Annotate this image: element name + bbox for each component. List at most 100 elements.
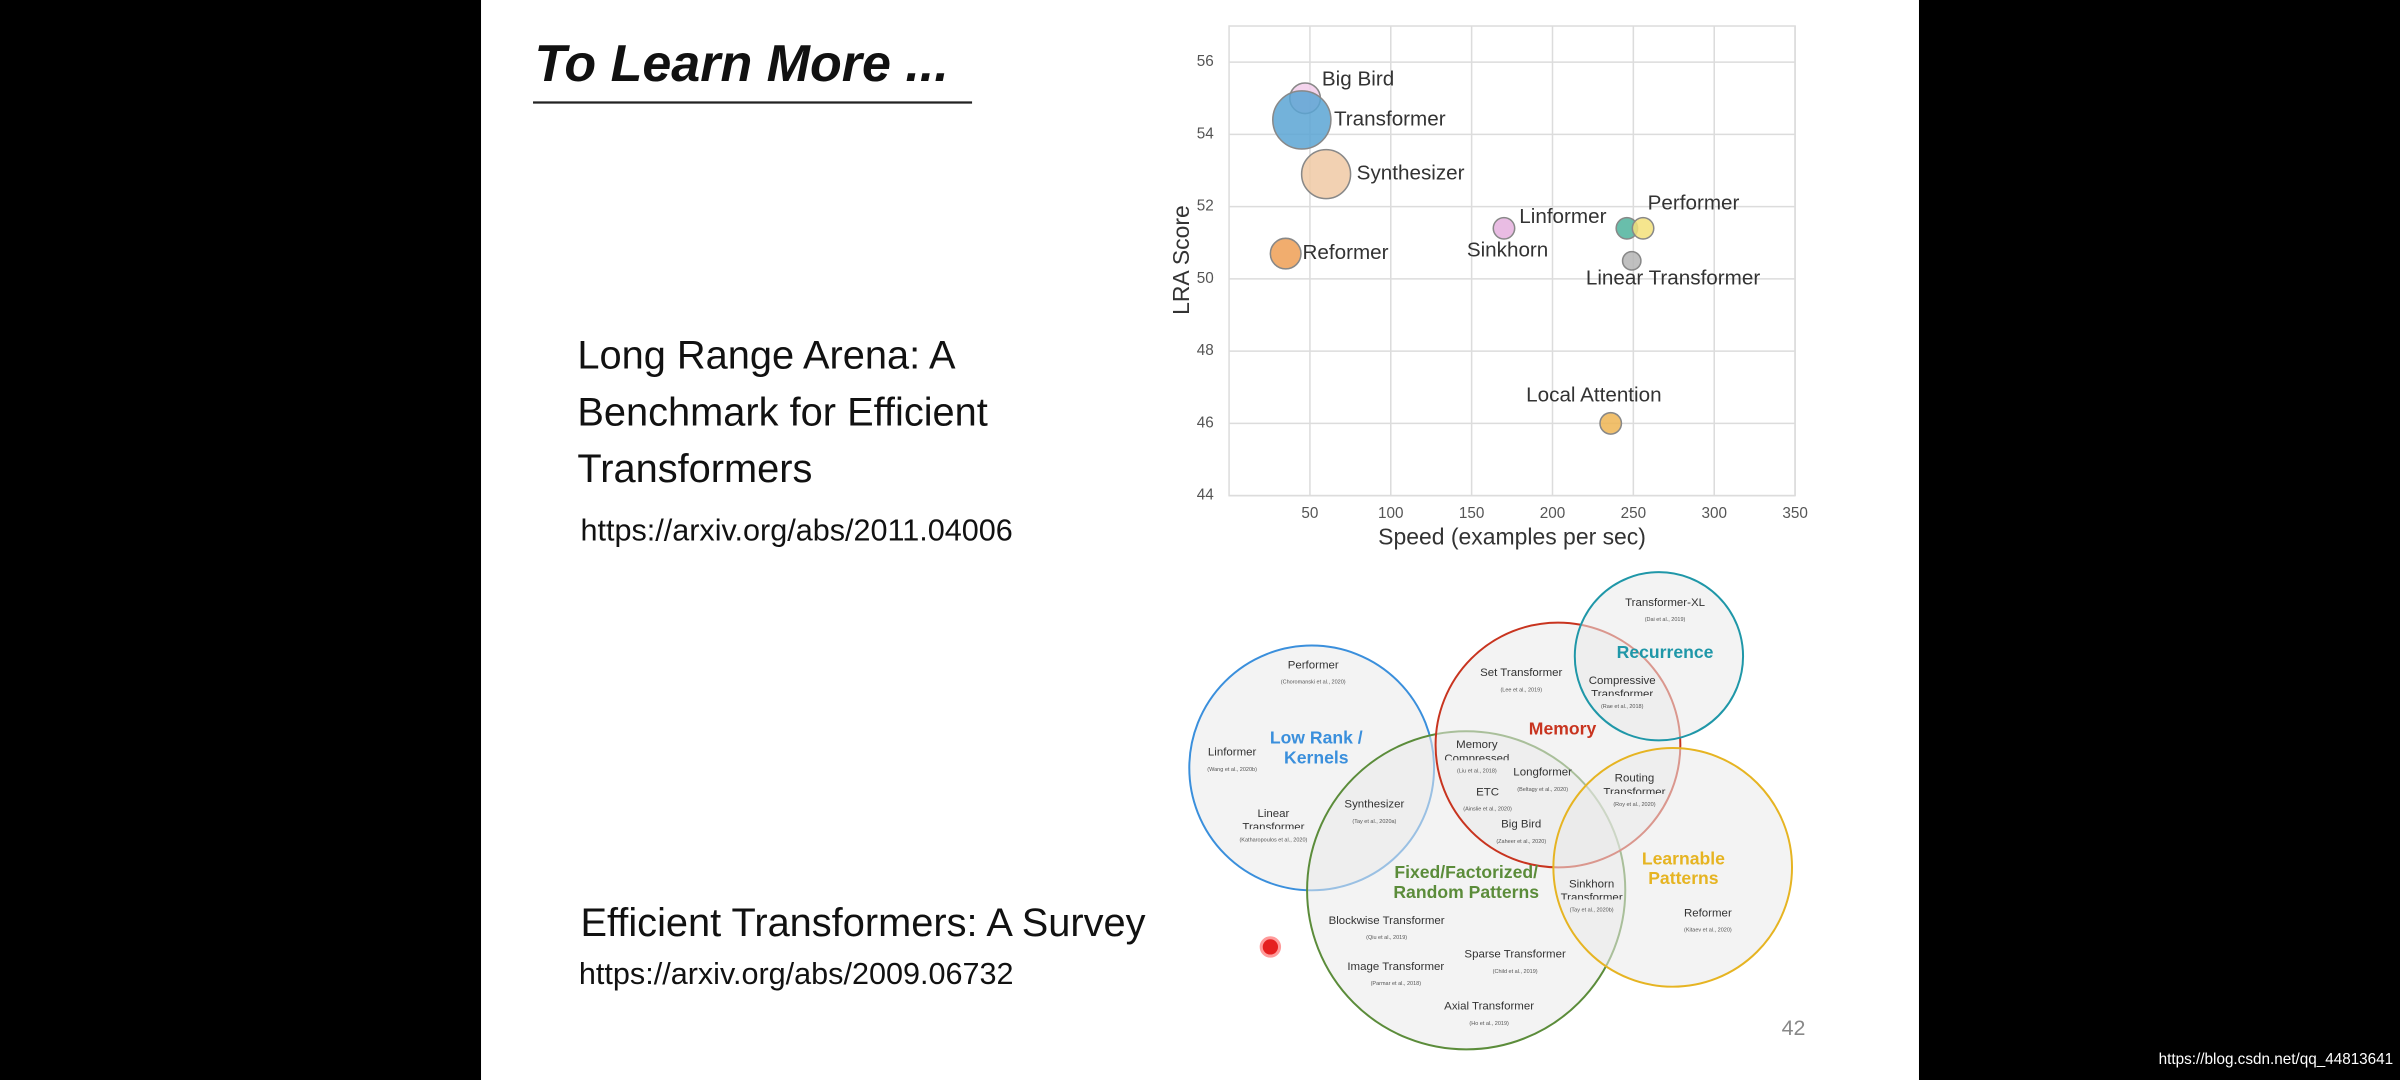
venn-item: Image Transformer xyxy=(1347,960,1445,973)
x-tick-label: 350 xyxy=(1782,505,1808,522)
venn-cite: (Ho et al., 2019) xyxy=(1469,1021,1509,1027)
bubble-label: Big Bird xyxy=(1322,67,1394,90)
y-tick-label: 50 xyxy=(1197,270,1214,287)
venn-item: Longformer xyxy=(1513,766,1572,779)
venn-item-box: Longformer xyxy=(1513,766,1572,779)
paper-url: https://arxiv.org/abs/2009.06732 xyxy=(579,957,1014,991)
venn-item: ETC xyxy=(1476,786,1500,799)
venn-cite: (Beltagy et al., 2020) xyxy=(1517,787,1568,793)
venn-item: Big Bird xyxy=(1501,818,1542,831)
venn-item-box: Sinkhorn Transformer xyxy=(1560,878,1623,900)
venn-cite: (Ainslie et al., 2020) xyxy=(1463,807,1512,813)
venn-cite: (Dai et al., 2019) xyxy=(1645,617,1686,623)
venn-item-box: Linformer xyxy=(1207,746,1257,759)
venn-item: Routing Transformer xyxy=(1603,772,1666,794)
y-tick-label: 48 xyxy=(1197,342,1214,359)
bubble-label: Performer xyxy=(1648,191,1740,214)
venn-circle xyxy=(1552,747,1794,988)
bubble xyxy=(1599,411,1623,435)
venn-item: Sparse Transformer xyxy=(1464,948,1566,961)
bubble xyxy=(1272,90,1332,150)
page-number: 42 xyxy=(1782,1016,1806,1040)
venn-item: Synthesizer xyxy=(1344,798,1405,811)
x-tick-label: 300 xyxy=(1701,505,1727,522)
venn-item-box: Set Transformer xyxy=(1480,666,1563,680)
venn-label: Memory xyxy=(1528,719,1597,739)
pointer xyxy=(1259,936,1282,958)
venn-item: Blockwise Transformer xyxy=(1328,914,1445,928)
venn-cite: (Choromanski et al., 2020) xyxy=(1281,680,1346,686)
venn-cite: (Parmar et al., 2018) xyxy=(1371,981,1422,987)
bubble-label: Linear Transformer xyxy=(1586,267,1760,290)
venn-cite: (Child et al., 2019) xyxy=(1493,969,1538,975)
venn-item-box: Performer xyxy=(1287,659,1339,672)
venn-label-box: Fixed/Factorized/ Random Patterns xyxy=(1393,864,1540,903)
venn-cite: (Zaheer et al., 2020) xyxy=(1496,839,1546,845)
y-tick-label: 56 xyxy=(1197,53,1214,70)
paper-url: https://arxiv.org/abs/2011.04006 xyxy=(580,513,1012,547)
x-tick-label: 100 xyxy=(1378,505,1403,522)
venn-label: Fixed/Factorized/ Random Patterns xyxy=(1393,864,1540,903)
venn-item: Performer xyxy=(1287,659,1339,672)
bubble-label: Sinkhorn xyxy=(1467,239,1548,262)
venn-item: Compressive Transformer xyxy=(1588,674,1656,697)
watermark: https://blog.csdn.net/qq_44813641 xyxy=(2159,1051,2394,1068)
venn-label-box: Recurrence xyxy=(1616,643,1714,662)
venn-item: Set Transformer xyxy=(1480,666,1563,680)
bubble-label: Transformer xyxy=(1334,107,1446,130)
venn-label: Learnable Patterns xyxy=(1641,850,1725,889)
venn-label-box: Low Rank / Kernels xyxy=(1269,729,1363,768)
venn-cite: (Liu et al., 2018) xyxy=(1457,768,1497,774)
venn-item-box: Big Bird xyxy=(1501,818,1542,831)
venn-cite: (Katharopoulos et al., 2020) xyxy=(1239,837,1307,843)
slide-title: To Learn More ... xyxy=(535,35,949,93)
x-tick-label: 250 xyxy=(1621,505,1647,522)
venn-item-box: Synthesizer xyxy=(1344,798,1405,811)
venn-cite: (Lee et al., 2019) xyxy=(1500,687,1542,693)
venn-item: Memory Compressed xyxy=(1444,738,1510,761)
venn-item: Reformer xyxy=(1683,907,1732,920)
paper-title: Long Range Arena: A Benchmark for Effici… xyxy=(577,331,988,492)
venn-cite: (Roy et al., 2020) xyxy=(1613,802,1655,808)
venn-item-box: Sparse Transformer xyxy=(1464,948,1566,961)
venn-cite: (Tay et al., 2020b) xyxy=(1570,908,1614,914)
x-tick-label: 150 xyxy=(1459,505,1485,522)
venn-item: Transformer-XL xyxy=(1625,596,1705,609)
venn-item: Sinkhorn Transformer xyxy=(1560,878,1623,900)
venn-item: Linformer xyxy=(1207,746,1257,759)
venn-item-box: ETC xyxy=(1476,786,1500,799)
paper-title: Efficient Transformers: A Survey xyxy=(580,901,1145,945)
x-axis-label: Speed (examples per sec) xyxy=(1378,524,1646,550)
venn-item-box: Blockwise Transformer xyxy=(1328,914,1445,928)
venn-label-box: Memory xyxy=(1528,719,1597,739)
x-tick-label: 200 xyxy=(1540,505,1566,522)
bubble-label: Local Attention xyxy=(1526,383,1661,406)
bubble xyxy=(1269,237,1302,270)
bubble-label: Linformer xyxy=(1519,205,1606,228)
venn-item: Axial Transformer xyxy=(1444,1000,1535,1013)
venn-item-box: Routing Transformer xyxy=(1603,772,1666,794)
y-axis-label: LRA Score xyxy=(1168,205,1194,315)
venn-item-box: Axial Transformer xyxy=(1444,1000,1535,1013)
venn-item-box: Reformer xyxy=(1683,907,1732,920)
venn-item: Linear Transformer xyxy=(1242,807,1305,830)
y-tick-label: 54 xyxy=(1197,125,1214,142)
venn-label: Low Rank / Kernels xyxy=(1269,729,1363,768)
bubble-label: Synthesizer xyxy=(1357,162,1465,185)
venn-cite: (Kitaev et al., 2020) xyxy=(1684,928,1732,934)
venn-cite: (Tay et al., 2020a) xyxy=(1352,819,1396,825)
venn-label-box: Learnable Patterns xyxy=(1641,850,1725,889)
bubble xyxy=(1300,148,1352,200)
venn-circle xyxy=(1573,571,1745,742)
venn-item-box: Memory Compressed xyxy=(1444,738,1510,761)
y-tick-label: 46 xyxy=(1197,414,1214,431)
venn-label: Recurrence xyxy=(1616,643,1714,662)
x-tick-label: 50 xyxy=(1301,505,1318,522)
bubble-label: Reformer xyxy=(1302,241,1388,264)
venn-item-box: Compressive Transformer xyxy=(1588,674,1656,697)
venn-item-box: Transformer-XL xyxy=(1625,596,1705,609)
venn-cite: (Qiu et al., 2019) xyxy=(1366,935,1407,941)
bubble xyxy=(1631,216,1655,240)
y-tick-label: 44 xyxy=(1197,487,1214,504)
